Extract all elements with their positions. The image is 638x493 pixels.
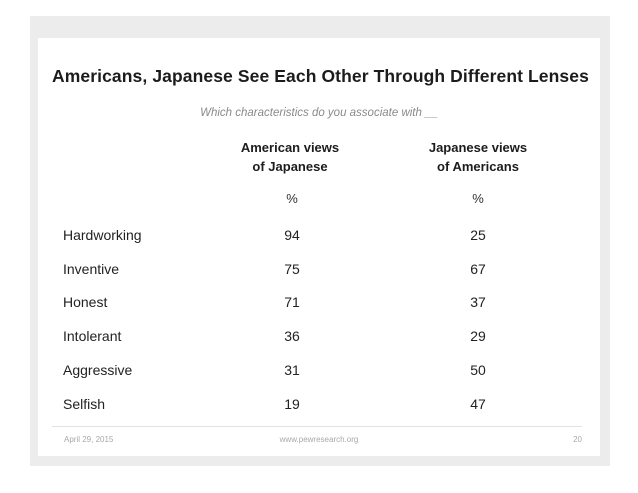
american-value: 94 bbox=[284, 227, 300, 243]
american-value: 19 bbox=[284, 396, 300, 412]
slide-subtitle: Which characteristics do you associate w… bbox=[200, 107, 438, 119]
slide-title: Americans, Japanese See Each Other Throu… bbox=[52, 66, 589, 86]
japanese-value: 47 bbox=[470, 396, 486, 412]
row-label: Aggressive bbox=[63, 362, 133, 378]
column-header-line: Japanese views bbox=[428, 140, 528, 155]
column-header-line: of Japanese bbox=[252, 159, 328, 174]
japanese-value: 37 bbox=[470, 294, 486, 310]
row-label: Intolerant bbox=[63, 328, 122, 344]
table-row: Selfish 19 47 bbox=[0, 396, 638, 416]
table-row: Aggressive 31 50 bbox=[0, 362, 638, 382]
row-label: Selfish bbox=[63, 396, 106, 412]
footer-page-number: 20 bbox=[573, 435, 582, 444]
japanese-value: 67 bbox=[470, 261, 486, 277]
column-header-line: of Americans bbox=[437, 159, 519, 174]
american-value: 71 bbox=[284, 294, 300, 310]
japanese-value: 50 bbox=[470, 362, 486, 378]
slide-canvas bbox=[38, 38, 600, 456]
column-unit-japanese: % bbox=[472, 191, 484, 206]
footer-divider bbox=[52, 426, 582, 427]
row-label: Honest bbox=[63, 294, 108, 310]
american-value: 31 bbox=[284, 362, 300, 378]
column-unit-american: % bbox=[286, 191, 298, 206]
table-row: Honest 71 37 bbox=[0, 294, 638, 314]
column-header-japanese-views: Japanese views of Americans bbox=[388, 138, 568, 176]
row-label: Hardworking bbox=[63, 227, 142, 243]
footer-date: April 29, 2015 bbox=[64, 435, 114, 444]
table-row: Hardworking 94 25 bbox=[0, 227, 638, 247]
japanese-value: 29 bbox=[470, 328, 486, 344]
row-label: Inventive bbox=[63, 261, 120, 277]
column-header-line: American views bbox=[240, 140, 340, 155]
table-row: Intolerant 36 29 bbox=[0, 328, 638, 348]
footer-url: www.pewresearch.org bbox=[279, 435, 359, 444]
column-header-american-views: American views of Japanese bbox=[200, 138, 380, 176]
japanese-value: 25 bbox=[470, 227, 486, 243]
table-row: Inventive 75 67 bbox=[0, 261, 638, 281]
american-value: 36 bbox=[284, 328, 300, 344]
american-value: 75 bbox=[284, 261, 300, 277]
